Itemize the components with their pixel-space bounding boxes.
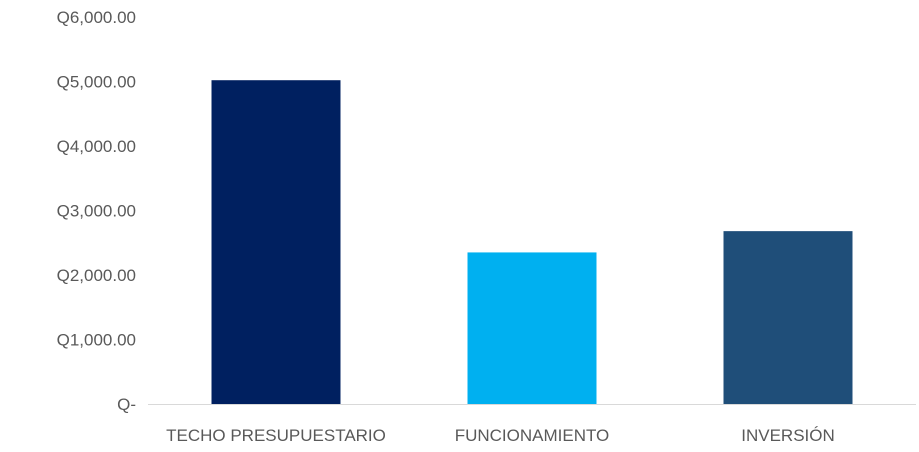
y-tick-label: Q1,000.00 — [57, 331, 136, 350]
bar-funcionamiento — [467, 252, 597, 404]
y-axis-tick-labels: Q- Q1,000.00 Q2,000.00 Q3,000.00 Q4,000.00 Q5… — [57, 8, 136, 414]
y-tick-label: Q3,000.00 — [57, 202, 136, 221]
y-tick-label: Q5,000.00 — [57, 73, 136, 92]
y-tick-label: Q4,000.00 — [57, 137, 136, 156]
x-category-label: TECHO PRESUPUESTARIO — [166, 426, 386, 445]
x-category-label: FUNCIONAMIENTO — [455, 426, 610, 445]
y-tick-label: Q2,000.00 — [57, 266, 136, 285]
x-axis-category-labels: TECHO PRESUPUESTARIO FUNCIONAMIENTO INVERS… — [166, 426, 835, 445]
bars-group — [211, 80, 853, 405]
x-category-label: INVERSIÓN — [741, 426, 835, 445]
y-tick-label: Q6,000.00 — [57, 8, 136, 27]
y-tick-label: Q- — [117, 395, 136, 414]
bar-inversión — [723, 231, 853, 404]
bar-techo-presupuestario — [211, 80, 341, 405]
